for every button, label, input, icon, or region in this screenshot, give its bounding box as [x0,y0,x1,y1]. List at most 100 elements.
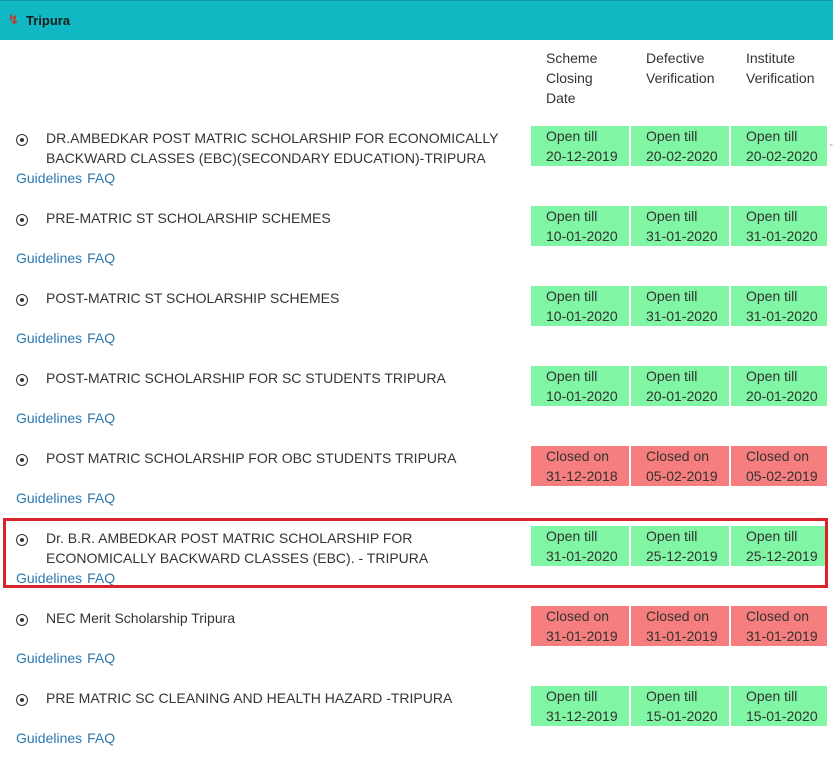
faq-link[interactable]: FAQ [87,730,116,746]
institute-verification-cell: Open till 31-01-2020 [731,286,827,326]
status-label: Open till [646,208,698,224]
scheme-links: Guidelines FAQ [16,408,120,428]
status-label: Open till [646,528,698,544]
status-label: Open till [646,368,698,384]
header-line: Scheme [546,50,598,66]
scheme-closing-date-cell: Open till 10-01-2020 [531,366,629,406]
status-date: 25-12-2019 [646,548,718,564]
defective-verification-cell: Open till 25-12-2019 [631,526,729,566]
radio-selected-icon[interactable] [16,214,28,226]
defective-verification-cell: Open till 20-02-2020 [631,126,729,166]
scheme-name[interactable]: POST-MATRIC ST SCHOLARSHIP SCHEMES [46,288,506,308]
scheme-links: Guidelines FAQ [16,648,120,668]
defective-verification-cell: Open till 15-01-2020 [631,686,729,726]
scheme-name[interactable]: NEC Merit Scholarship Tripura [46,608,506,628]
faq-link[interactable]: FAQ [87,490,116,506]
header-line: Verification [646,70,715,86]
scheme-closing-date-cell: Open till 31-12-2019 [531,686,629,726]
defective-verification-cell: Closed on 05-02-2019 [631,446,729,486]
status-label: Open till [546,368,598,384]
status-date: 20-02-2020 [746,148,818,164]
scheme-links: Guidelines FAQ [16,168,120,188]
institute-verification-cell: Open till 31-01-2020 [731,206,827,246]
scheme-name-line: POST-MATRIC SCHOLARSHIP FOR SC STUDENTS … [46,370,446,386]
chevron-down-icon: ↯ [8,12,19,27]
status-label: Open till [646,128,698,144]
guidelines-link[interactable]: Guidelines [16,490,83,506]
scheme-name-line: Dr. B.R. AMBEDKAR POST MATRIC SCHOLARSHI… [46,530,413,546]
status-date: 10-01-2020 [546,228,618,244]
defective-verification-cell: Closed on 31-01-2019 [631,606,729,646]
institute-verification-cell: Open till 25-12-2019 [731,526,827,566]
radio-selected-icon[interactable] [16,454,28,466]
header-line: Date [546,90,576,106]
radio-selected-icon[interactable] [16,614,28,626]
status-date: 31-01-2019 [546,628,618,644]
status-date: 15-01-2020 [646,708,718,724]
scheme-row: POST-MATRIC SCHOLARSHIP FOR SC STUDENTS … [0,366,833,448]
institute-verification-cell: Closed on 31-01-2019 [731,606,827,646]
status-label: Open till [746,528,798,544]
column-header-institute-verification: Institute Verification [746,48,814,88]
scheme-closing-date-cell: Open till 20-12-2019 [531,126,629,166]
scheme-closing-date-cell: Open till 10-01-2020 [531,286,629,326]
guidelines-link[interactable]: Guidelines [16,250,83,266]
status-date: 31-01-2019 [646,628,718,644]
scheme-links: Guidelines FAQ [16,248,120,268]
faq-link[interactable]: FAQ [87,250,116,266]
scheme-name-line: PRE MATRIC SC CLEANING AND HEALTH HAZARD… [46,690,453,706]
radio-selected-icon[interactable] [16,294,28,306]
faq-link[interactable]: FAQ [87,650,116,666]
status-date: 31-01-2020 [746,228,818,244]
guidelines-link[interactable]: Guidelines [16,650,83,666]
status-label: Open till [546,208,598,224]
institute-verification-cell: Closed on 05-02-2019 [731,446,827,486]
scheme-row: POST-MATRIC ST SCHOLARSHIP SCHEMES Guidel… [0,286,833,368]
scheme-links: Guidelines FAQ [16,328,120,348]
scheme-name[interactable]: DR.AMBEDKAR POST MATRIC SCHOLARSHIP FOR … [46,128,506,168]
header-line: Defective [646,50,705,66]
scheme-name-line: PRE-MATRIC ST SCHOLARSHIP SCHEMES [46,210,331,226]
status-label: Open till [646,288,698,304]
scheme-name[interactable]: POST-MATRIC SCHOLARSHIP FOR SC STUDENTS … [46,368,506,388]
scheme-name[interactable]: PRE MATRIC SC CLEANING AND HEALTH HAZARD… [46,688,506,708]
header-line: Institute [746,50,796,66]
scheme-name[interactable]: Dr. B.R. AMBEDKAR POST MATRIC SCHOLARSHI… [46,528,506,568]
guidelines-link[interactable]: Guidelines [16,570,83,586]
status-date: 20-02-2020 [646,148,718,164]
faq-link[interactable]: FAQ [87,170,116,186]
faq-link[interactable]: FAQ [87,410,116,426]
radio-selected-icon[interactable] [16,134,28,146]
radio-selected-icon[interactable] [16,694,28,706]
scheme-row: Dr. B.R. AMBEDKAR POST MATRIC SCHOLARSHI… [0,526,833,608]
status-label: Open till [746,208,798,224]
scheme-name[interactable]: POST MATRIC SCHOLARSHIP FOR OBC STUDENTS… [46,448,506,468]
scheme-links: Guidelines FAQ [16,728,120,748]
scheme-name[interactable]: PRE-MATRIC ST SCHOLARSHIP SCHEMES [46,208,506,228]
scheme-row: PRE MATRIC SC CLEANING AND HEALTH HAZARD… [0,686,833,768]
status-date: 31-12-2019 [546,708,618,724]
institute-verification-cell: Open till 15-01-2020 [731,686,827,726]
status-label: Open till [746,688,798,704]
state-panel-header[interactable]: ↯ Tripura [0,0,833,40]
status-label: Closed on [746,608,810,624]
status-label: Closed on [646,448,710,464]
guidelines-link[interactable]: Guidelines [16,730,83,746]
scheme-row: NEC Merit Scholarship Tripura Guidelines F… [0,606,833,688]
status-label: Open till [646,688,698,704]
status-date: 25-12-2019 [746,548,818,564]
guidelines-link[interactable]: Guidelines [16,170,83,186]
radio-selected-icon[interactable] [16,374,28,386]
faq-link[interactable]: FAQ [87,330,116,346]
scheme-links: Guidelines FAQ [16,568,120,588]
scheme-closing-date-cell: Closed on 31-01-2019 [531,606,629,646]
status-date: 05-02-2019 [746,468,818,484]
status-date: 31-01-2020 [746,308,818,324]
faq-link[interactable]: FAQ [87,570,116,586]
guidelines-link[interactable]: Guidelines [16,410,83,426]
radio-selected-icon[interactable] [16,534,28,546]
guidelines-link[interactable]: Guidelines [16,330,83,346]
scheme-name-line: NEC Merit Scholarship Tripura [46,610,236,626]
scheme-name-line: DR.AMBEDKAR POST MATRIC SCHOLARSHIP FOR … [46,130,499,146]
status-label: Closed on [746,448,810,464]
